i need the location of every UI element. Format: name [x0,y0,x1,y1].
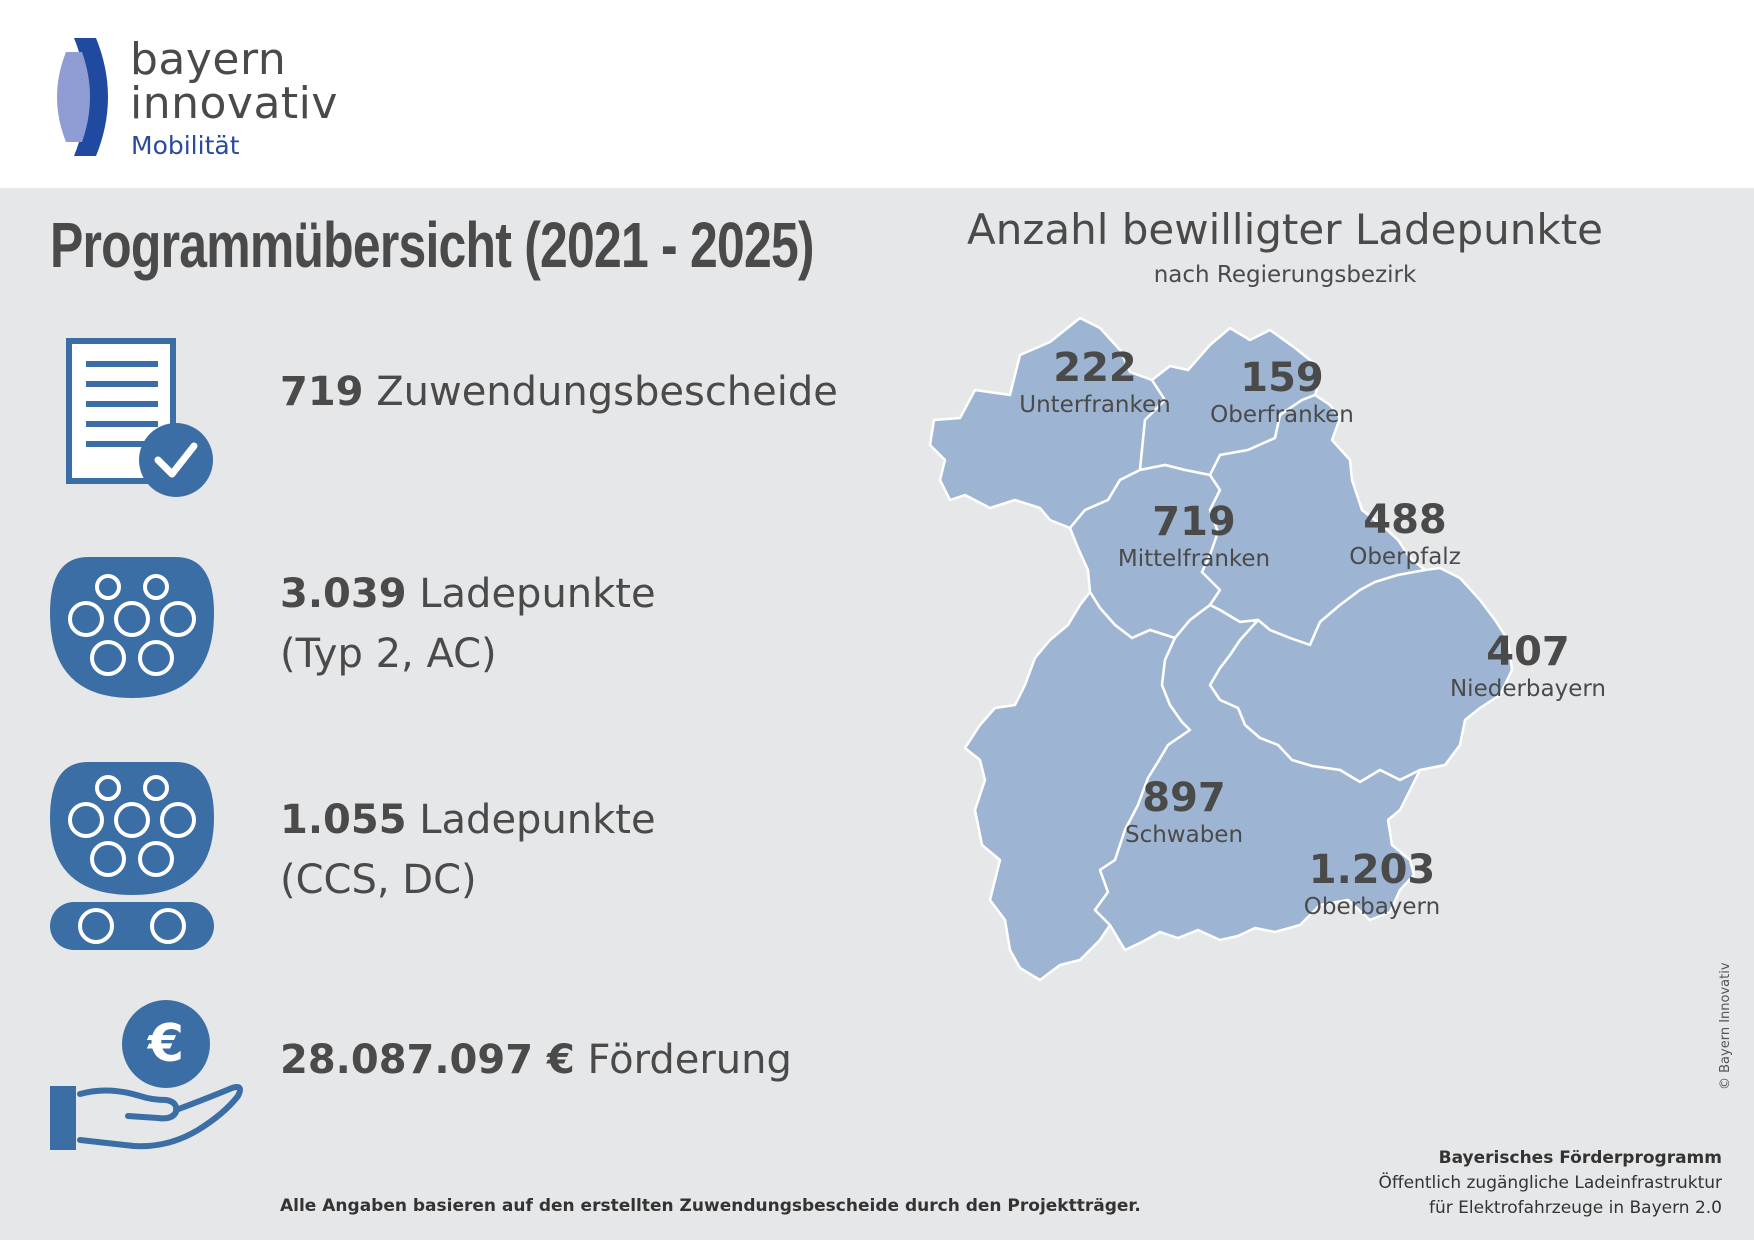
region-value: 159 [1240,355,1324,401]
bavaria-map: 222 Unterfranken 159 Oberfranken 719 Mit… [920,300,1700,1100]
region-value: 407 [1486,629,1570,675]
svg-text:€: € [147,1014,184,1074]
region-value: 222 [1053,345,1137,391]
region-name: Niederbayern [1449,676,1607,702]
region-name: Oberbayern [1303,894,1441,920]
stat-row-3: 1.055 Ladepunkte (CCS, DC) [280,790,656,910]
brand-logo-mark-icon [57,38,108,156]
stat-label-1: Zuwendungsbescheide [376,369,838,415]
region-label-unterfranken: 222 Unterfranken [1019,346,1171,420]
header: bayern innovativ Mobilität [0,0,1754,188]
region-value: 719 [1152,499,1236,545]
document-check-icon [66,338,213,497]
program-line-2: Öffentlich zugängliche Ladeinfrastruktur [1378,1173,1722,1193]
type2-plug-icon [50,557,214,698]
stat-label-2b: (Typ 2, AC) [280,631,497,677]
brand-subtitle: Mobilität [131,131,240,160]
stat-value-3: 1.055 [280,797,407,843]
stat-label-4: Förderung [587,1037,792,1083]
region-label-oberfranken: 159 Oberfranken [1210,356,1354,430]
page-title: Programmübersicht (2021 - 2025) [50,209,815,281]
stat-row-2: 3.039 Ladepunkte (Typ 2, AC) [280,564,656,684]
program-info: Bayerisches Förderprogramm Öffentlich zu… [1379,1146,1722,1221]
stat-label-3: Ladepunkte [419,797,656,843]
map-subtitle: nach Regierungsbezirk [1153,262,1417,288]
region-name: Unterfranken [1019,392,1171,418]
brand-line-1: bayern [130,34,287,85]
stat-value-4: 28.087.097 € [280,1037,575,1083]
region-name: Oberfranken [1210,402,1354,428]
region-label-oberpfalz: 488 Oberpfalz [1349,498,1461,572]
program-line-3: für Elektrofahrzeuge in Bayern 2.0 [1429,1198,1722,1218]
program-name: Bayerisches Förderprogramm [1438,1148,1722,1168]
region-value: 1.203 [1308,847,1436,893]
brand-logo[interactable]: bayern innovativ Mobilität [44,34,344,160]
stat-value-2: 3.039 [280,571,407,617]
region-value: 488 [1363,497,1447,543]
stat-label-2: Ladepunkte [419,571,656,617]
brand-line-2: innovativ [130,78,338,129]
euro-hand-icon: € [50,1000,243,1150]
region-label-oberbayern: 1.203 Oberbayern [1304,848,1440,922]
region-name: Schwaben [1124,822,1244,848]
stat-row-4: 28.087.097 € Förderung [280,1030,792,1090]
region-label-mittelfranken: 719 Mittelfranken [1118,500,1270,574]
footnote: Alle Angaben basieren auf den erstellten… [280,1196,1141,1216]
stat-value-1: 719 [280,369,364,415]
region-name: Mittelfranken [1117,546,1271,572]
ccs-plug-icon [50,762,214,950]
region-name: Oberpfalz [1349,544,1461,570]
bavaria-map-svg [928,316,1514,982]
region-label-niederbayern: 407 Niederbayern [1450,630,1606,704]
region-shape-oberbayern [1093,603,1422,952]
stat-label-3b: (CCS, DC) [280,857,477,903]
copyright: © Bayern Innovativ [1718,962,1733,1090]
map-title: Anzahl bewilligter Ladepunkte [966,205,1604,254]
region-label-schwaben: 897 Schwaben [1125,776,1243,850]
region-value: 897 [1142,775,1226,821]
stat-row-1: 719 Zuwendungsbescheide [280,362,838,422]
